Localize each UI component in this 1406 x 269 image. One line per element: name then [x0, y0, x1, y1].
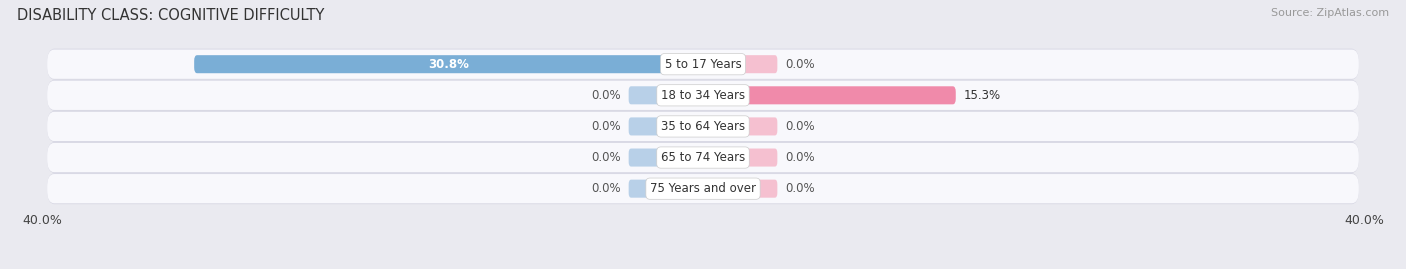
Text: Source: ZipAtlas.com: Source: ZipAtlas.com	[1271, 8, 1389, 18]
FancyBboxPatch shape	[628, 180, 703, 198]
FancyBboxPatch shape	[628, 148, 703, 167]
Text: 0.0%: 0.0%	[591, 151, 620, 164]
Text: 75 Years and over: 75 Years and over	[650, 182, 756, 195]
Text: 35 to 64 Years: 35 to 64 Years	[661, 120, 745, 133]
FancyBboxPatch shape	[703, 148, 778, 167]
Text: 0.0%: 0.0%	[591, 89, 620, 102]
FancyBboxPatch shape	[48, 173, 1358, 204]
Text: 5 to 17 Years: 5 to 17 Years	[665, 58, 741, 71]
FancyBboxPatch shape	[48, 111, 1358, 142]
FancyBboxPatch shape	[703, 55, 778, 73]
FancyBboxPatch shape	[703, 117, 778, 136]
Text: 15.3%: 15.3%	[965, 89, 1001, 102]
FancyBboxPatch shape	[48, 80, 1358, 111]
Text: DISABILITY CLASS: COGNITIVE DIFFICULTY: DISABILITY CLASS: COGNITIVE DIFFICULTY	[17, 8, 325, 23]
Text: 0.0%: 0.0%	[786, 151, 815, 164]
Text: 65 to 74 Years: 65 to 74 Years	[661, 151, 745, 164]
FancyBboxPatch shape	[48, 142, 1358, 173]
FancyBboxPatch shape	[48, 174, 1358, 203]
FancyBboxPatch shape	[48, 81, 1358, 110]
FancyBboxPatch shape	[48, 143, 1358, 172]
FancyBboxPatch shape	[628, 117, 703, 136]
FancyBboxPatch shape	[48, 112, 1358, 141]
FancyBboxPatch shape	[48, 49, 1358, 79]
Text: 0.0%: 0.0%	[786, 58, 815, 71]
FancyBboxPatch shape	[628, 86, 703, 104]
Text: 30.8%: 30.8%	[429, 58, 470, 71]
FancyBboxPatch shape	[703, 180, 778, 198]
FancyBboxPatch shape	[194, 55, 703, 73]
Text: 0.0%: 0.0%	[591, 182, 620, 195]
Text: 18 to 34 Years: 18 to 34 Years	[661, 89, 745, 102]
FancyBboxPatch shape	[703, 86, 956, 104]
FancyBboxPatch shape	[48, 49, 1358, 80]
Text: 0.0%: 0.0%	[786, 120, 815, 133]
Text: 0.0%: 0.0%	[591, 120, 620, 133]
Text: 0.0%: 0.0%	[786, 182, 815, 195]
